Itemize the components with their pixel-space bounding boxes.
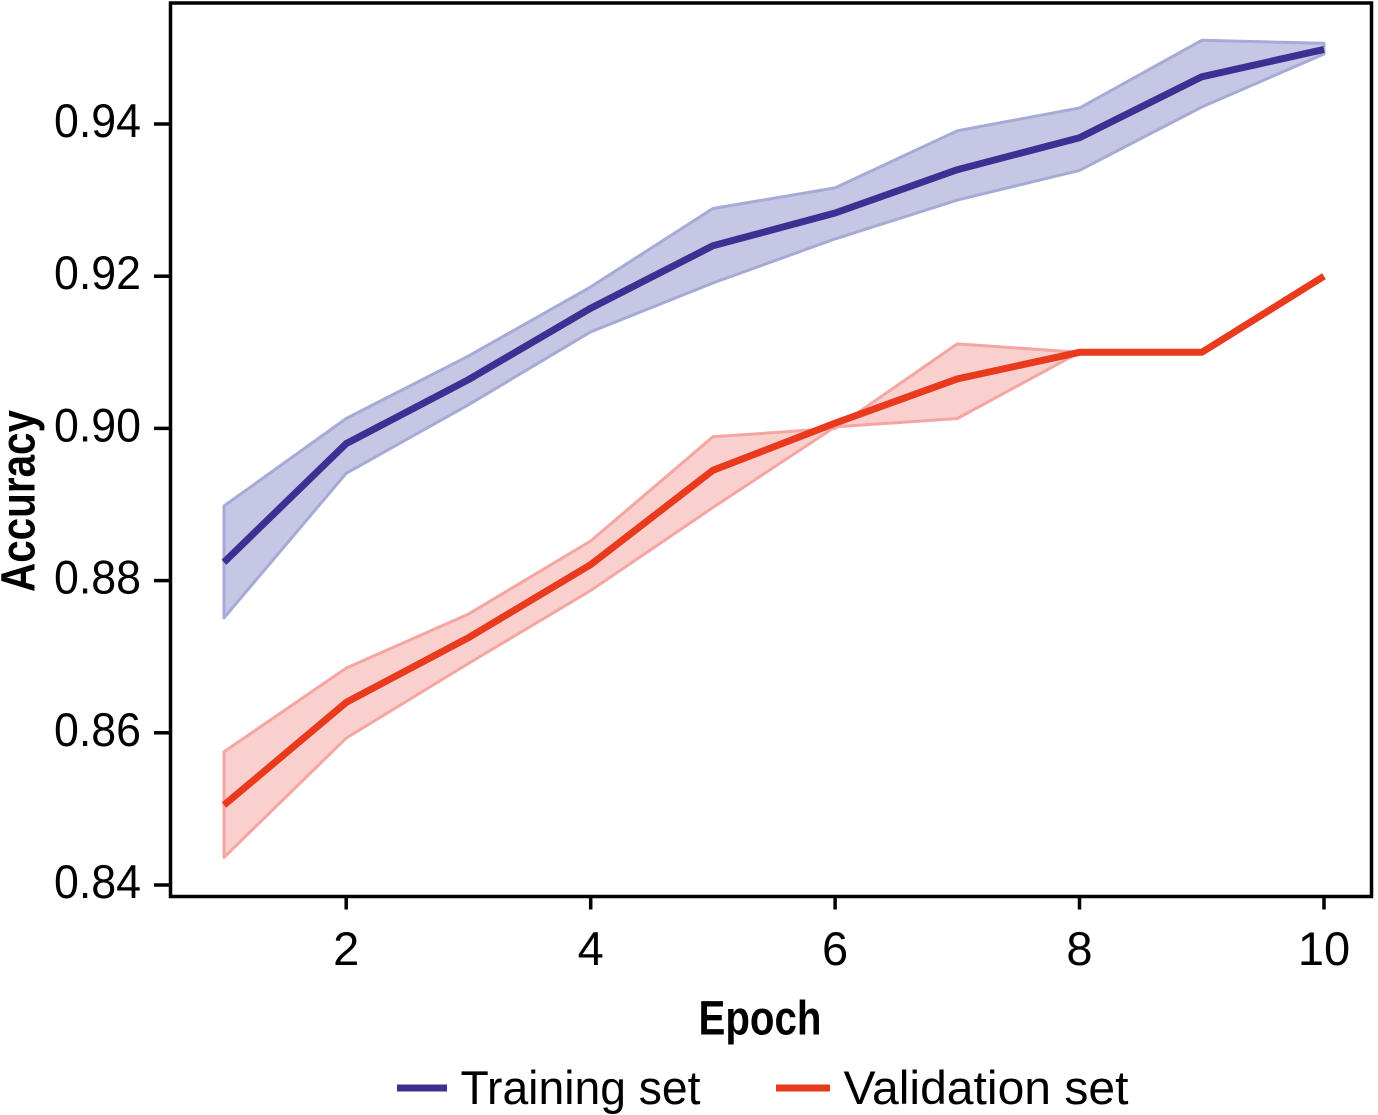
svg-text:0.88: 0.88 xyxy=(54,551,141,604)
svg-text:Accuracy: Accuracy xyxy=(0,410,46,592)
svg-text:Validation set: Validation set xyxy=(844,1061,1129,1114)
svg-text:2: 2 xyxy=(333,922,359,975)
svg-text:Epoch: Epoch xyxy=(699,993,822,1046)
svg-text:Training set: Training set xyxy=(461,1061,701,1114)
svg-text:0.86: 0.86 xyxy=(54,703,141,756)
svg-text:0.90: 0.90 xyxy=(54,398,141,451)
svg-text:10: 10 xyxy=(1298,922,1350,975)
svg-text:0.94: 0.94 xyxy=(54,94,141,147)
svg-text:0.92: 0.92 xyxy=(54,246,141,299)
svg-text:4: 4 xyxy=(578,922,604,975)
svg-text:6: 6 xyxy=(822,922,848,975)
svg-text:8: 8 xyxy=(1066,922,1092,975)
svg-text:0.84: 0.84 xyxy=(54,855,141,908)
